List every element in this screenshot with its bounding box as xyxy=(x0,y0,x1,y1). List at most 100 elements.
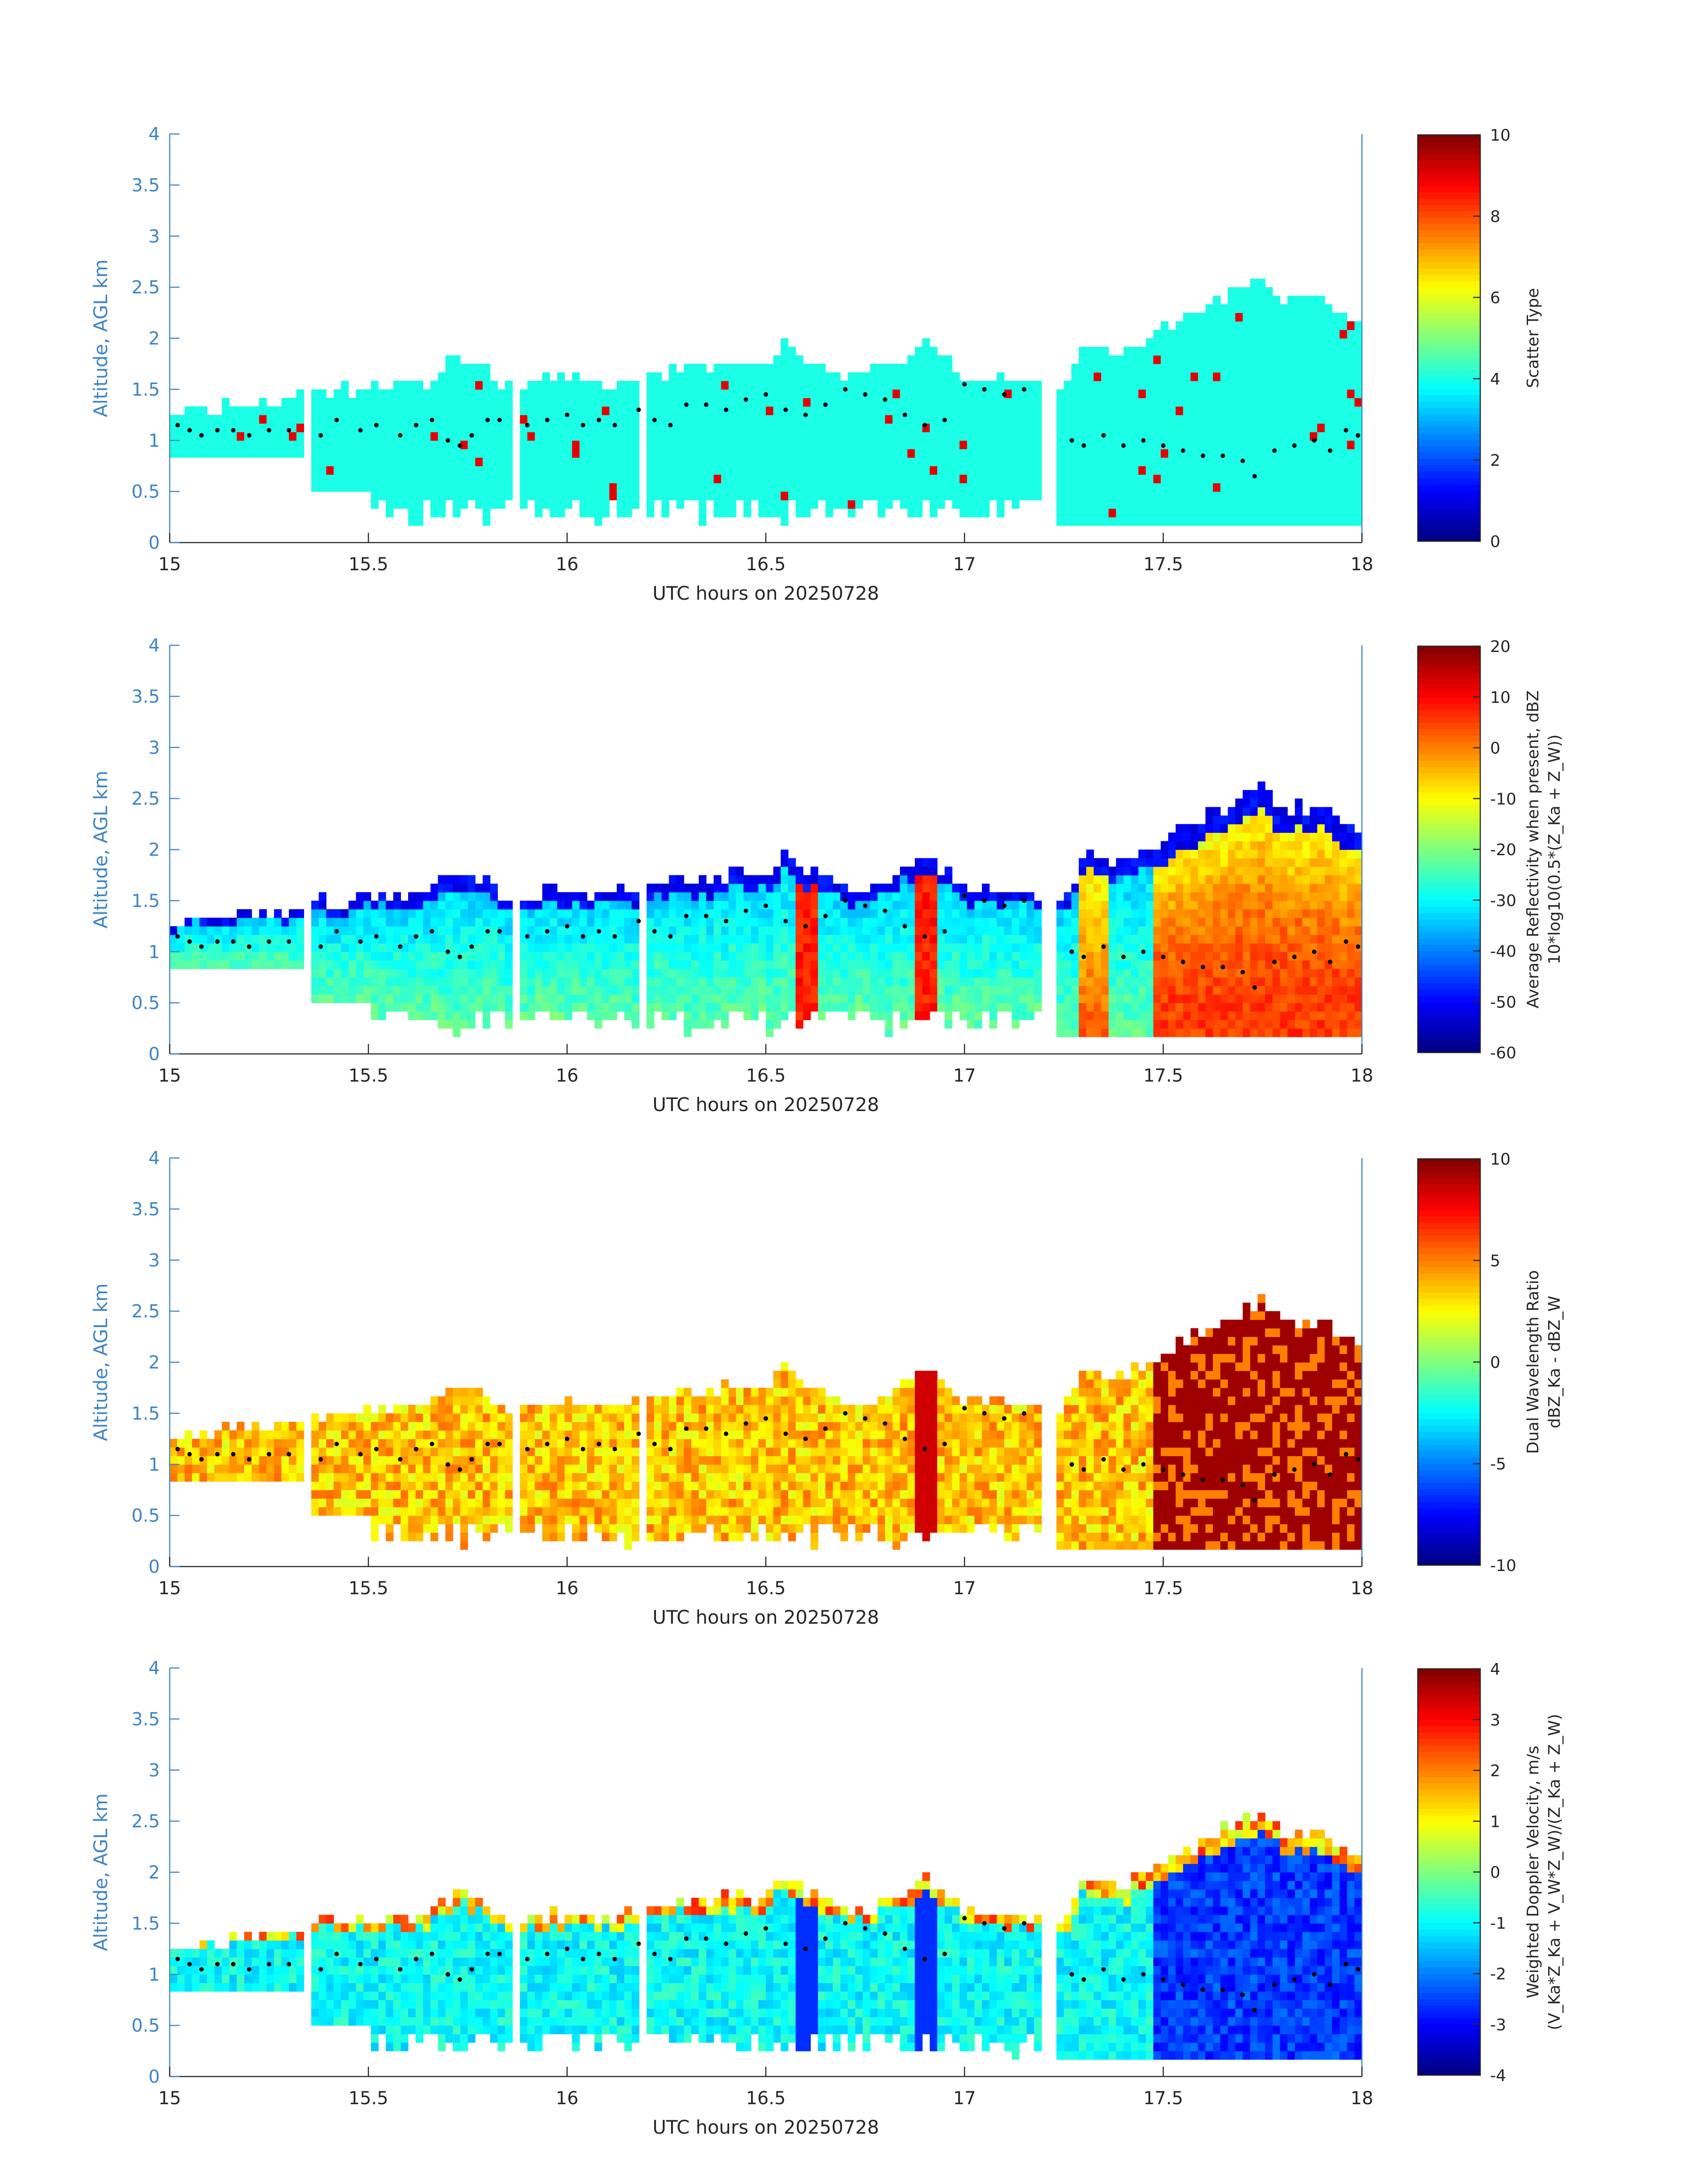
heatmap-cell xyxy=(698,406,707,415)
heatmap-cell xyxy=(214,440,222,449)
heatmap-cell xyxy=(624,449,632,458)
heatmap-cell xyxy=(1094,449,1102,458)
heatmap-cell xyxy=(1101,900,1109,910)
heatmap-cell xyxy=(1161,372,1169,381)
heatmap-cell xyxy=(698,994,707,1003)
heatmap-cell xyxy=(1153,952,1161,961)
heatmap-cell xyxy=(244,909,252,918)
heatmap-cell xyxy=(758,1003,766,1012)
heatmap-cell xyxy=(550,415,558,424)
heatmap-cell xyxy=(684,440,692,449)
heatmap-cell xyxy=(915,969,923,978)
heatmap-cell xyxy=(378,977,386,986)
heatmap-cell xyxy=(475,883,483,893)
heatmap-cell xyxy=(564,892,572,901)
heatmap-cell xyxy=(758,415,766,424)
heatmap-cell xyxy=(721,380,729,390)
heatmap-cell xyxy=(676,994,685,1003)
heatmap-cell xyxy=(1056,1011,1065,1020)
heatmap-cell xyxy=(475,432,483,441)
colorbar-swatch xyxy=(1418,255,1480,263)
heatmap-cell xyxy=(199,935,208,944)
heatmap-cell xyxy=(795,406,804,415)
heatmap-cell xyxy=(795,491,804,501)
heatmap-cell xyxy=(1153,943,1161,952)
heatmap-cell xyxy=(229,415,237,424)
heatmap-cell xyxy=(1168,952,1176,961)
heatmap-cell xyxy=(363,926,372,935)
heatmap-cell xyxy=(758,909,766,918)
heatmap-cell xyxy=(1011,909,1019,918)
heatmap-cell xyxy=(438,1003,446,1012)
heatmap-cell xyxy=(803,364,811,373)
heatmap-cell xyxy=(1250,449,1258,458)
heatmap-cell xyxy=(766,875,774,884)
heatmap-cell xyxy=(430,423,438,432)
heatmap-cell xyxy=(579,500,588,509)
heatmap-cell xyxy=(1228,935,1236,944)
heatmap-cell xyxy=(505,926,513,935)
heatmap-cell xyxy=(825,449,833,458)
heatmap-cell xyxy=(1324,364,1332,373)
heatmap-cell xyxy=(661,994,669,1003)
cloud-base-dot xyxy=(743,397,748,402)
heatmap-cell xyxy=(907,909,915,918)
heatmap-cell xyxy=(1302,466,1310,475)
heatmap-cell xyxy=(1280,406,1288,415)
heatmap-cell xyxy=(1235,986,1243,995)
heatmap-cell xyxy=(564,986,572,995)
heatmap-cell xyxy=(788,491,796,501)
heatmap-cell xyxy=(356,986,364,995)
heatmap-cell xyxy=(1108,875,1116,884)
heatmap-cell xyxy=(1324,508,1332,518)
heatmap-cell xyxy=(892,875,900,884)
heatmap-cell xyxy=(445,423,453,432)
heatmap-cell xyxy=(1272,474,1281,484)
heatmap-cell xyxy=(907,440,915,449)
heatmap-cell xyxy=(296,926,304,935)
heatmap-cell xyxy=(825,491,833,501)
heatmap-cell xyxy=(1019,406,1027,415)
heatmap-cell xyxy=(475,909,483,918)
heatmap-cell xyxy=(974,440,982,449)
heatmap-cell xyxy=(1324,389,1332,398)
heatmap-cell xyxy=(1198,380,1206,390)
heatmap-cell xyxy=(550,909,558,918)
heatmap-cell xyxy=(535,986,543,995)
heatmap-cell xyxy=(915,1003,923,1012)
heatmap-cell xyxy=(617,918,625,927)
heatmap-cell xyxy=(922,943,930,952)
heatmap-cell xyxy=(915,466,923,475)
heatmap-cell xyxy=(870,1011,878,1020)
heatmap-cell xyxy=(1086,372,1094,381)
heatmap-cell xyxy=(1101,483,1109,492)
heatmap-cell xyxy=(758,969,766,978)
heatmap-cell xyxy=(981,909,990,918)
heatmap-cell xyxy=(1235,338,1243,347)
heatmap-cell xyxy=(1034,491,1042,501)
heatmap-cell xyxy=(714,415,722,424)
heatmap-cell xyxy=(1131,380,1139,390)
heatmap-cell xyxy=(803,389,811,398)
heatmap-cell xyxy=(393,406,401,415)
heatmap-cell xyxy=(378,432,386,441)
heatmap-cell xyxy=(423,457,431,467)
heatmap-cell xyxy=(1175,832,1184,842)
heatmap-cell xyxy=(922,355,930,364)
heatmap-cell xyxy=(989,986,997,995)
heatmap-cell xyxy=(579,432,588,441)
heatmap-cell xyxy=(989,909,997,918)
heatmap-cell xyxy=(1235,304,1243,313)
heatmap-cell xyxy=(1235,380,1243,390)
heatmap-cell xyxy=(1123,883,1132,893)
heatmap-cell xyxy=(810,960,819,969)
heatmap-cell xyxy=(1071,483,1079,492)
heatmap-cell xyxy=(691,1003,699,1012)
heatmap-cell xyxy=(318,994,327,1003)
heatmap-cell xyxy=(1280,313,1288,322)
heatmap-cell xyxy=(274,440,282,449)
heatmap-cell xyxy=(1056,483,1065,492)
heatmap-cell xyxy=(967,500,975,509)
heatmap-cell xyxy=(825,432,833,441)
heatmap-cell xyxy=(900,883,908,893)
